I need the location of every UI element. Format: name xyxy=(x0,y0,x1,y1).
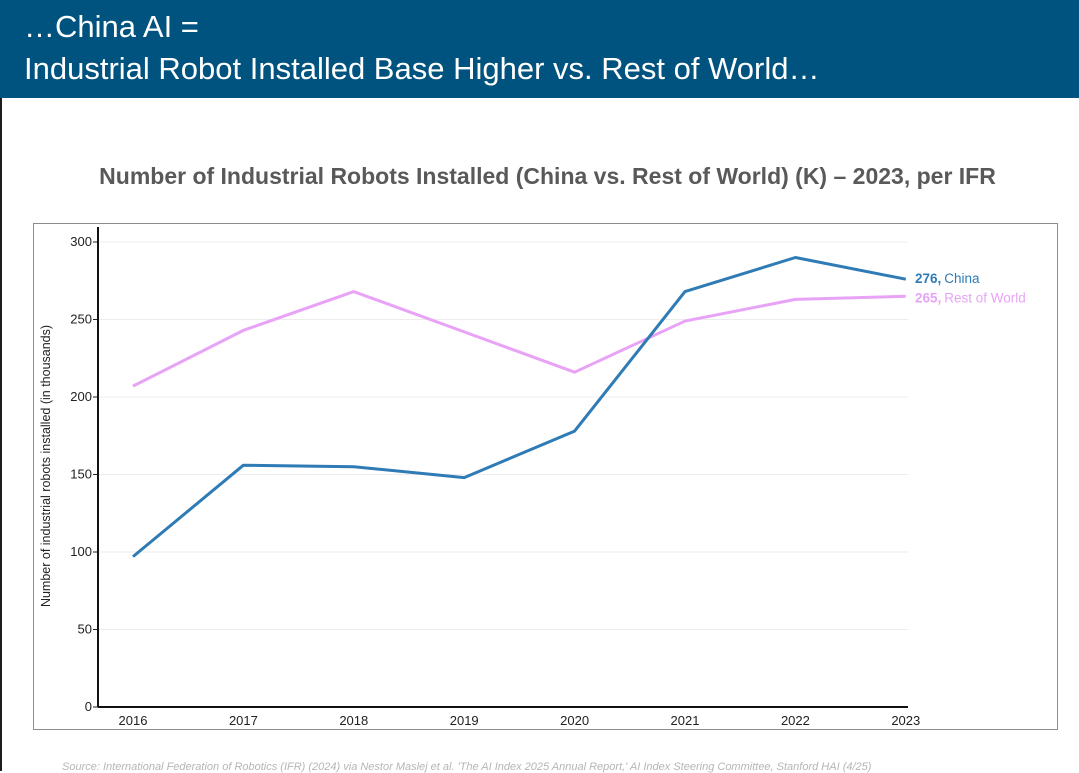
x-tick-label: 2021 xyxy=(671,713,700,728)
y-tick-label: 300 xyxy=(70,234,92,249)
x-tick-label: 2018 xyxy=(339,713,368,728)
end-label-name: China xyxy=(944,271,980,286)
y-tick-label: 250 xyxy=(70,312,92,327)
end-label-rest-of-world: 265, Rest of World xyxy=(915,290,1026,305)
x-tick-label: 2023 xyxy=(891,713,920,728)
left-edge-rule xyxy=(0,98,2,771)
slide-title-line1: …China AI = xyxy=(24,9,199,44)
slide-header: …China AI = Industrial Robot Installed B… xyxy=(0,0,1079,98)
series-line-rest-of-world xyxy=(132,290,906,388)
x-tick-label: 2016 xyxy=(119,713,148,728)
y-tick-label: 200 xyxy=(70,389,92,404)
x-tick-label: 2022 xyxy=(781,713,810,728)
series-line-china xyxy=(132,256,907,558)
chart-frame xyxy=(33,223,1058,730)
end-label-value: 276, xyxy=(915,271,941,286)
end-label-china: 276, China xyxy=(915,271,980,286)
y-tick-label: 0 xyxy=(85,699,92,714)
y-tick-label: 100 xyxy=(70,544,92,559)
x-tick-label: 2020 xyxy=(560,713,589,728)
x-tick-label: 2017 xyxy=(229,713,258,728)
slide-title-line2: Industrial Robot Installed Base Higher v… xyxy=(24,51,820,86)
y-tick-label: 50 xyxy=(78,622,92,637)
source-note: Source: International Federation of Robo… xyxy=(62,761,872,773)
chart-title: Number of Industrial Robots Installed (C… xyxy=(99,163,996,189)
x-tick-label: 2019 xyxy=(450,713,479,728)
end-label-name: Rest of World xyxy=(944,290,1026,305)
end-label-value: 265, xyxy=(915,290,941,305)
y-axis-label: Number of industrial robots installed (i… xyxy=(39,325,53,607)
y-tick-label: 150 xyxy=(70,467,92,482)
